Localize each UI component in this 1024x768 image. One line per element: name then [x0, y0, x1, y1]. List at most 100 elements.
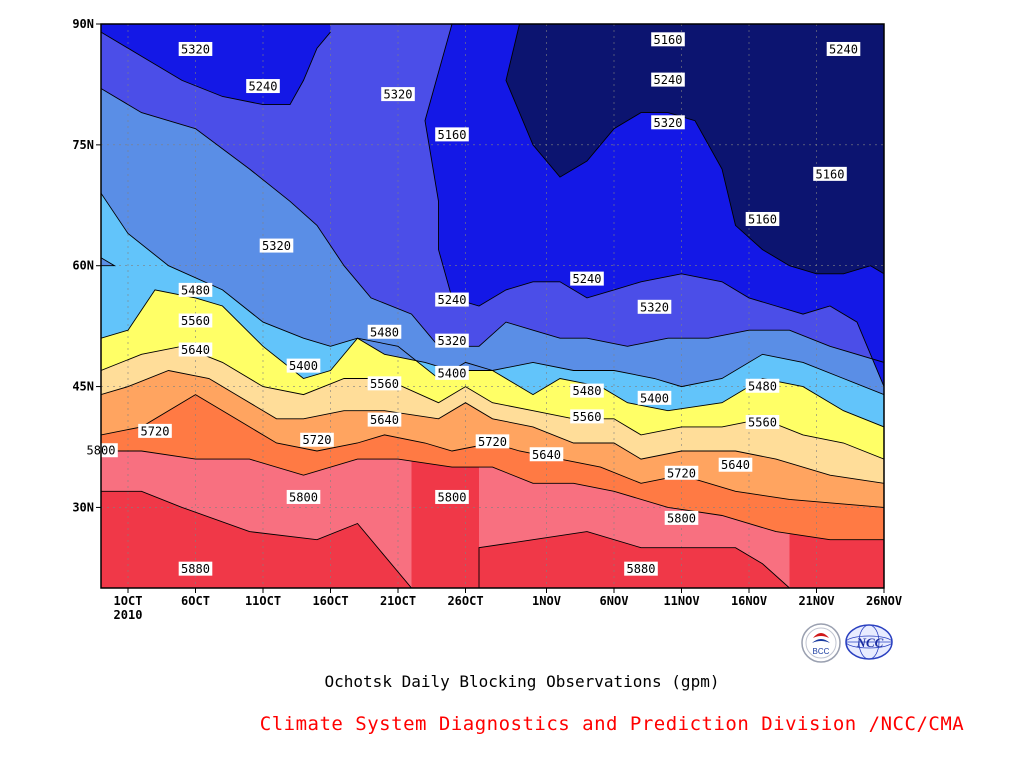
contour-line-5400	[101, 257, 117, 267]
chart-title: Ochotsk Daily Blocking Observations (gpm…	[324, 672, 720, 691]
ncc-logo: NCC	[845, 624, 893, 660]
contour-label-text: 5320	[640, 300, 669, 314]
contour-label-bg	[367, 324, 402, 339]
x-tick-label: 21OCT	[380, 594, 416, 608]
contour-label-bg	[745, 415, 780, 430]
contour-label: 5720	[475, 434, 510, 449]
contour-label-bg	[178, 313, 213, 328]
contour-label-bg	[178, 41, 213, 56]
contour-label: 5400	[637, 390, 672, 405]
contour-label-bg	[178, 282, 213, 297]
contour-label-text: 5640	[370, 413, 399, 427]
contour-labels: 5800 5720 5640 5560 5480 5880 5320 5240 5320 5400…	[84, 32, 861, 576]
contour-label: 5320	[637, 299, 672, 314]
contour-label: 5400	[286, 358, 321, 373]
ncc-logo-text: NCC	[856, 635, 884, 650]
contour-label-text: 5320	[384, 88, 413, 102]
contour-label: 5240	[570, 271, 604, 286]
contour-label: 5640	[178, 342, 213, 357]
y-axis: 30N 45N 60N 75N 90N	[72, 17, 101, 514]
contour-label-bg	[286, 358, 321, 373]
contour-label-bg	[435, 365, 469, 380]
contour-label-text: 5800	[438, 490, 467, 504]
contour-label-text: 5640	[721, 458, 750, 472]
credit-line: Climate System Diagnostics and Predictio…	[259, 713, 965, 735]
contour-label-bg	[637, 390, 672, 405]
contour-label-text: 5320	[181, 42, 210, 56]
x-tick-label: 21NOV	[798, 594, 834, 608]
plot-frame	[100, 23, 885, 589]
contour-label-bg	[664, 465, 699, 480]
contour-label-text: 5560	[370, 377, 399, 391]
contour-label: 5240	[435, 292, 469, 307]
contour-label-text: 5720	[478, 435, 507, 449]
contour-label: 5480	[367, 324, 402, 339]
contour-label-text: 5400	[640, 391, 669, 405]
contour-label-text: 5720	[141, 424, 170, 438]
contour-label-text: 5240	[829, 42, 858, 56]
contour-label-text: 5480	[370, 325, 399, 339]
contour-label-text: 5480	[573, 384, 602, 398]
x-tick-label: 11OCT	[245, 594, 281, 608]
contour-label: 5640	[718, 457, 753, 472]
contour-label-bg	[570, 409, 604, 424]
contour-label-text: 5880	[627, 562, 656, 576]
contour-label-bg	[529, 447, 564, 462]
contour-label-bg	[367, 412, 402, 427]
contour-label: 5640	[529, 447, 564, 462]
contour-label: 5240	[651, 72, 685, 87]
contour-label-text: 5640	[181, 343, 210, 357]
contour-label-text: 5560	[181, 314, 210, 328]
contour-line-5800	[101, 450, 884, 541]
contour-label-bg	[178, 342, 213, 357]
contour-label: 5480	[178, 282, 213, 297]
contour-line-5480	[101, 289, 884, 428]
contour-label: 5800	[664, 510, 699, 525]
contour-label: 5720	[300, 432, 334, 447]
contour-label: 5240	[826, 41, 861, 56]
contour-label-text: 5880	[181, 562, 210, 576]
contour-label-bg	[813, 166, 847, 181]
x-tick-label: 26OCT	[447, 594, 483, 608]
contour-label: 5560	[745, 415, 780, 430]
x-tick-label: 16OCT	[312, 594, 348, 608]
contour-line-5320	[101, 88, 884, 363]
contour-label-text: 5480	[748, 379, 777, 393]
contour-label-text: 5240	[573, 272, 602, 286]
contour-label-bg	[259, 238, 294, 253]
contour-label-text: 5160	[654, 33, 683, 47]
band-fill	[506, 24, 884, 274]
contour-label-bg	[435, 489, 469, 504]
contour-label-text: 5560	[573, 410, 602, 424]
contour-label: 5880	[178, 561, 213, 576]
y-tick-label: 45N	[72, 380, 94, 394]
contour-fills	[101, 24, 884, 588]
contour-label-bg	[475, 434, 510, 449]
contour-label-bg	[286, 489, 321, 504]
contour-label: 5160	[435, 127, 469, 142]
contour-label-text: 5320	[262, 239, 291, 253]
contour-label-text: 5240	[438, 293, 467, 307]
contour-label-text: 5160	[816, 167, 845, 181]
contour-label: 5320	[435, 333, 469, 348]
contour-line-5880	[478, 531, 790, 588]
contour-label: 5640	[367, 412, 402, 427]
contour-line-5880	[101, 490, 412, 588]
bcc-logo-text: BCC	[813, 647, 830, 656]
contour-label: 5560	[570, 409, 604, 424]
y-tick-label: 60N	[72, 259, 94, 273]
contour-label-bg	[664, 510, 699, 525]
contour-label-text: 5320	[654, 116, 683, 130]
contour-label: 5480	[570, 383, 604, 398]
contour-label-bg	[300, 432, 334, 447]
contour-label-bg	[651, 72, 685, 87]
contour-label: 5160	[651, 32, 685, 47]
x-tick-label: 6NOV	[600, 594, 629, 608]
contour-label-text: 5640	[532, 448, 561, 462]
contour-label: 5560	[178, 313, 213, 328]
contour-label: 5720	[138, 423, 172, 438]
contour-label: 5880	[624, 561, 658, 576]
contour-label-bg	[367, 376, 402, 391]
contour-label-text: 5160	[438, 128, 467, 142]
